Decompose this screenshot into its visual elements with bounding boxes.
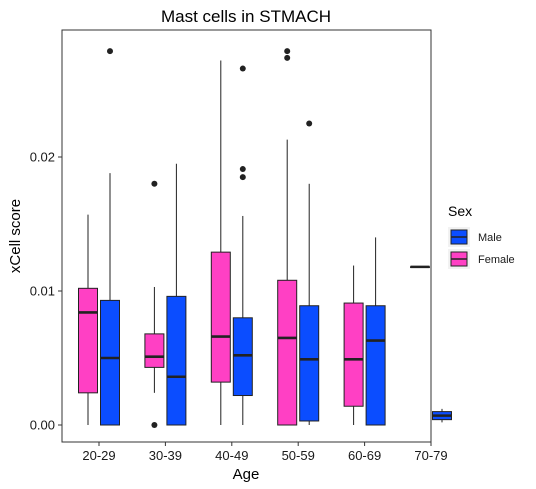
x-tick-label: 50-59 [282,448,315,463]
box-female-20-29 [78,214,98,425]
box-female-60-69 [343,265,364,425]
iqr-box [100,299,120,426]
legend-title: Sex [448,203,472,219]
iqr-box [299,305,320,422]
iqr-box [232,317,253,397]
y-axis-title: xCell score [7,199,24,273]
outlier-point [284,48,291,55]
legend-label: Male [478,232,502,244]
outlier-point [151,422,158,428]
x-tick-label: 30-39 [149,448,182,463]
box-male-70-79 [432,408,452,423]
outlier-point [239,166,246,173]
outlier-point [306,120,313,127]
iqr-box [166,295,187,426]
outlier-point [239,65,246,72]
box-female-30-39 [144,180,165,428]
iqr-box [78,287,98,394]
y-tick-label: 0.02 [30,150,55,165]
outlier-point [107,48,113,55]
legend-label: Female [478,254,515,266]
x-tick-label: 40-49 [215,448,248,463]
iqr-box [343,302,364,407]
box-male-40-49 [232,65,253,425]
box-male-60-69 [365,237,386,426]
outlier-point [151,180,158,187]
x-axis: 20-29 30-39 40-49 50-59 60-69 70-79 [82,442,448,463]
iqr-box [277,279,298,426]
iqr-box [365,305,386,426]
box-male-20-29 [100,48,120,426]
box-female-70-79 [410,265,430,269]
x-tick-label: 70-79 [414,448,447,463]
outlier-point [239,174,246,181]
chart-title: Mast cells in STMACH [161,7,331,26]
boxplot-marks [78,48,452,428]
iqr-box [144,333,165,368]
box-female-50-59 [277,48,298,426]
iqr-box [210,251,231,383]
x-tick-label: 60-69 [348,448,381,463]
y-axis: 0.00 0.01 0.02 [30,150,62,433]
y-tick-label: 0.01 [30,284,55,299]
legend: Sex Male Female [448,203,515,269]
box-male-50-59 [299,120,320,425]
outlier-point [284,54,291,61]
box-female-40-49 [210,60,231,425]
y-tick-label: 0.00 [30,418,55,433]
x-axis-title: Age [233,466,260,483]
box-male-30-39 [166,163,187,426]
x-tick-label: 20-29 [82,448,115,463]
